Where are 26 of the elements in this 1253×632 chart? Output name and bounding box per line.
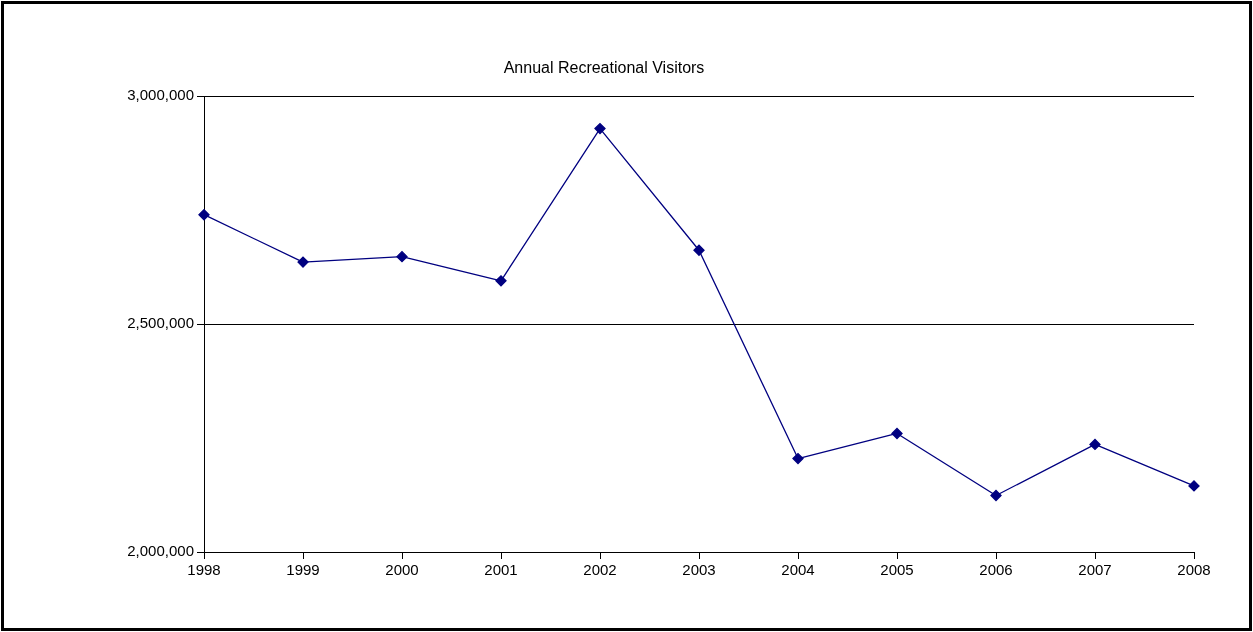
point [594,122,606,135]
x-tick-label: 2006 [979,561,1013,579]
point [1188,480,1200,492]
point [792,452,804,465]
point [297,256,309,268]
x-tick-label: 2002 [583,561,617,579]
point [990,489,1002,502]
point [1089,438,1101,451]
point [891,427,903,440]
x-tick-label: 2005 [880,561,914,579]
y-tick-label: 2,500,000 [127,314,194,332]
x-tick-label: 2007 [1078,561,1112,579]
x-tick-label: 1998 [187,561,221,579]
x-tick-label: 2000 [385,561,419,579]
point [198,209,210,221]
x-tick-label: 2003 [682,561,716,579]
y-tick-label: 2,000,000 [127,542,194,560]
x-tick-label: 1999 [286,561,320,579]
point [396,250,408,263]
y-tick-label: 3,000,000 [127,86,194,104]
point [693,244,705,256]
x-tick-label: 2008 [1177,561,1211,579]
point [495,275,507,287]
chart-title: Annual Recreational Visitors [503,59,705,77]
x-tick-label: 2004 [781,561,815,579]
x-tick-label: 2001 [484,561,518,579]
